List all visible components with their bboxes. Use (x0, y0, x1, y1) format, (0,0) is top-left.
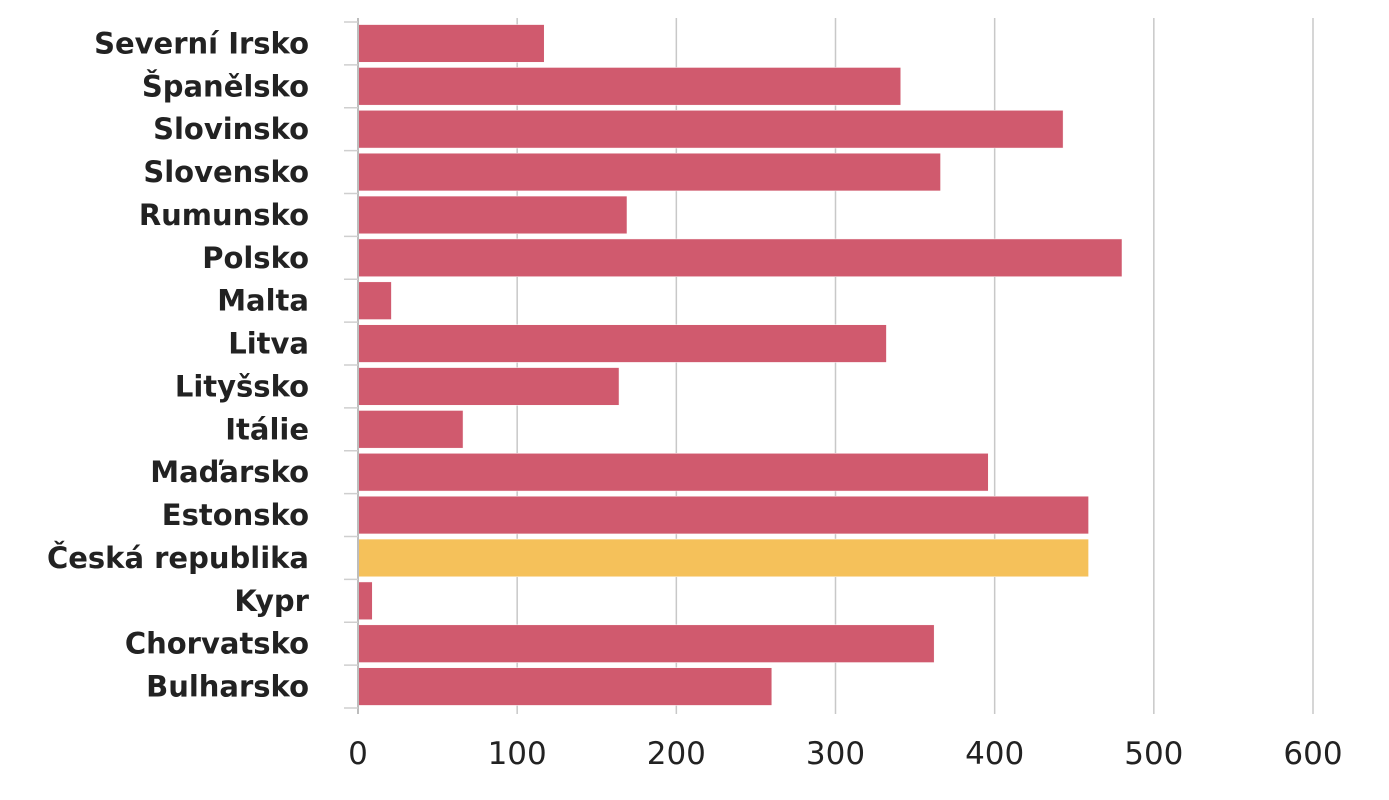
bar-1 (357, 24, 545, 63)
bar-12 (357, 495, 1089, 535)
category-label: Česká republika (47, 541, 309, 575)
category-label: Itálie (225, 412, 309, 446)
bar-16 (357, 667, 773, 706)
category-label: Kypr (234, 584, 309, 618)
x-tick-label: 300 (806, 736, 865, 772)
x-tick-label: 600 (1283, 736, 1342, 772)
category-label: Estonsko (162, 498, 309, 532)
tick-labels: 0 100 200 300 400 500 600 (348, 736, 1342, 772)
bar-10 (357, 410, 464, 449)
x-tick-label: 100 (488, 736, 547, 772)
bar-5 (357, 195, 628, 235)
category-label: Slovensko (143, 155, 309, 189)
x-tick-label: 500 (1124, 736, 1183, 772)
category-label: Rumunsko (139, 198, 309, 232)
bar-15 (357, 624, 935, 663)
category-label: Španělsko (142, 69, 309, 103)
category-label: Slovinsko (153, 112, 309, 146)
bar-7 (357, 281, 392, 320)
bar-4 (357, 152, 941, 192)
category-labels: Severní Irsko Španělsko Slovinsko Slovensko… (47, 26, 310, 703)
category-label: Maďarsko (150, 455, 309, 489)
bar-13 (357, 538, 1089, 578)
category-label: Malta (217, 284, 309, 318)
bar-11 (357, 453, 989, 492)
x-tick-label: 0 (348, 736, 368, 772)
bars (357, 24, 1123, 706)
category-label: Chorvatsko (125, 627, 309, 661)
bar-3 (357, 110, 1064, 149)
bar-9 (357, 367, 620, 406)
category-label: Lityšsko (175, 369, 309, 403)
x-tick-label: 400 (965, 736, 1024, 772)
bar-14 (357, 581, 373, 620)
category-label: Litva (228, 327, 309, 361)
axes (344, 18, 359, 714)
category-label: Severní Irsko (94, 26, 309, 60)
category-label: Polsko (202, 241, 309, 275)
category-label: Bulharsko (146, 670, 309, 704)
bar-2 (357, 67, 902, 106)
x-tick-label: 200 (647, 736, 706, 772)
bar-8 (357, 324, 887, 363)
bar-6 (357, 238, 1123, 277)
